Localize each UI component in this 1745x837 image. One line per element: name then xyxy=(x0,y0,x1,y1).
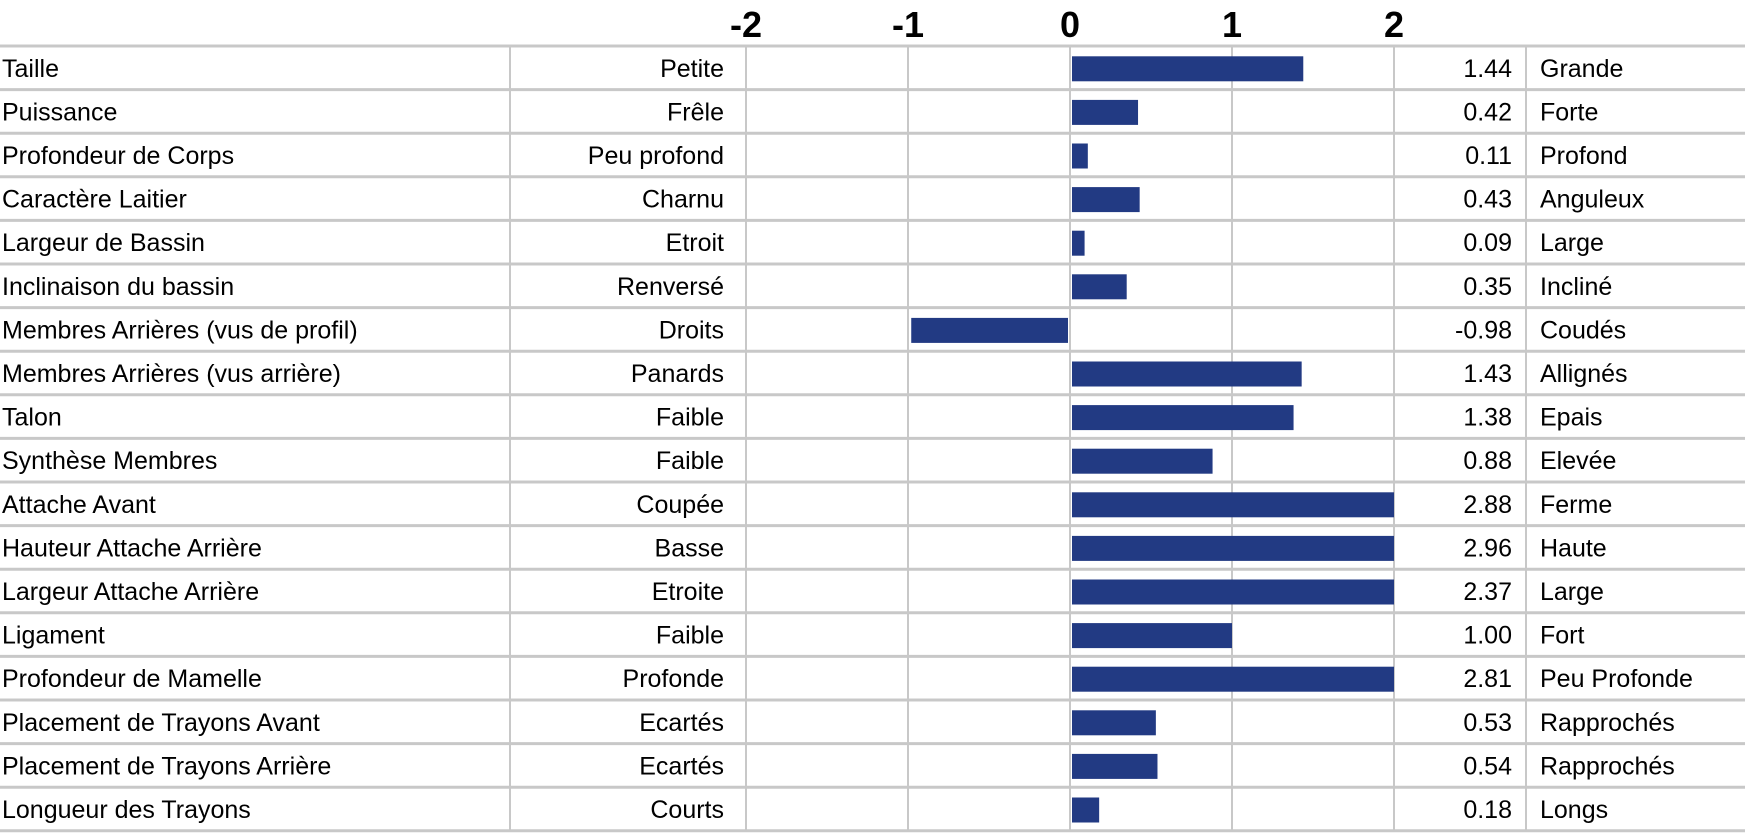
high-descriptor: Longs xyxy=(1540,796,1608,824)
trait-label: Caractère Laitier xyxy=(2,186,187,214)
trait-label: Hauteur Attache Arrière xyxy=(2,534,262,562)
value-label: 0.42 xyxy=(1463,98,1512,126)
high-descriptor: Grande xyxy=(1540,55,1623,83)
low-descriptor: Basse xyxy=(655,534,724,562)
value-label: 1.38 xyxy=(1463,404,1512,432)
bar xyxy=(1072,492,1394,518)
bar xyxy=(1072,405,1294,431)
grid xyxy=(0,44,1745,833)
trait-label: Placement de Trayons Arrière xyxy=(2,752,331,780)
high-descriptor: Haute xyxy=(1540,534,1607,562)
value-label: 0.11 xyxy=(1465,142,1512,170)
high-descriptor: Large xyxy=(1540,578,1604,606)
trait-label: Profondeur de Mamelle xyxy=(2,665,262,693)
high-descriptor: Coudés xyxy=(1540,316,1626,344)
low-descriptor: Charnu xyxy=(642,186,724,214)
high-descriptor: Ferme xyxy=(1540,491,1612,519)
low-descriptor: Frêle xyxy=(667,98,724,126)
value-label: 0.54 xyxy=(1463,752,1512,780)
x-tick-label: 2 xyxy=(1384,4,1404,45)
bar xyxy=(1072,797,1100,823)
x-tick-label: -2 xyxy=(730,4,762,45)
low-descriptor: Courts xyxy=(650,796,724,824)
trait-label: Attache Avant xyxy=(2,491,156,519)
trait-label: Membres Arrières (vus arrière) xyxy=(2,360,341,388)
low-descriptor: Faible xyxy=(656,447,724,475)
trait-label: Longueur des Trayons xyxy=(2,796,251,824)
value-label: 0.09 xyxy=(1463,229,1512,257)
low-descriptor: Etroite xyxy=(652,578,724,606)
value-label: 0.35 xyxy=(1463,273,1512,301)
bar xyxy=(1072,187,1140,213)
low-descriptor: Droits xyxy=(659,316,724,344)
trait-label: Inclinaison du bassin xyxy=(2,273,234,301)
labels: -2 -1 0 1 2 Taille Petite 1.44 Grande Puissance Fr… xyxy=(2,4,1693,824)
trait-label: Taille xyxy=(2,55,59,83)
high-descriptor: Rapprochés xyxy=(1540,752,1675,780)
trait-label: Placement de Trayons Avant xyxy=(2,709,320,737)
trait-label: Talon xyxy=(2,404,62,432)
bar xyxy=(1072,143,1088,169)
low-descriptor: Ecartés xyxy=(639,709,724,737)
trait-label: Ligament xyxy=(2,622,105,650)
bar xyxy=(1072,710,1156,736)
bar xyxy=(1072,274,1127,300)
value-label: 2.37 xyxy=(1463,578,1512,606)
bar xyxy=(1072,535,1394,561)
bar xyxy=(1072,753,1158,779)
trait-label: Profondeur de Corps xyxy=(2,142,234,170)
high-descriptor: Peu Profonde xyxy=(1540,665,1693,693)
high-descriptor: Allignés xyxy=(1540,360,1628,388)
high-descriptor: Incliné xyxy=(1540,273,1612,301)
high-descriptor: Epais xyxy=(1540,404,1603,432)
bar xyxy=(1072,448,1213,474)
high-descriptor: Large xyxy=(1540,229,1604,257)
value-label: 1.43 xyxy=(1463,360,1512,388)
bar xyxy=(1072,361,1302,387)
low-descriptor: Petite xyxy=(660,55,724,83)
x-tick-label: 1 xyxy=(1222,4,1242,45)
low-descriptor: Profonde xyxy=(623,665,724,693)
high-descriptor: Fort xyxy=(1540,622,1585,650)
value-label: 1.44 xyxy=(1463,55,1512,83)
trait-label: Membres Arrières (vus de profil) xyxy=(2,316,358,344)
low-descriptor: Etroit xyxy=(666,229,724,257)
low-descriptor: Panards xyxy=(631,360,724,388)
value-label: 2.88 xyxy=(1463,491,1512,519)
high-descriptor: Forte xyxy=(1540,98,1598,126)
bar xyxy=(1072,230,1085,256)
trait-label: Largeur Attache Arrière xyxy=(2,578,259,606)
value-label: 2.96 xyxy=(1463,534,1512,562)
x-tick-label: 0 xyxy=(1060,4,1080,45)
trait-label: Largeur de Bassin xyxy=(2,229,205,257)
bar xyxy=(1072,579,1394,605)
high-descriptor: Anguleux xyxy=(1540,186,1645,214)
value-label: 0.53 xyxy=(1463,709,1512,737)
low-descriptor: Peu profond xyxy=(588,142,724,170)
value-label: 0.43 xyxy=(1463,186,1512,214)
low-descriptor: Faible xyxy=(656,622,724,650)
bars xyxy=(911,56,1394,823)
low-descriptor: Renversé xyxy=(617,273,724,301)
low-descriptor: Faible xyxy=(656,404,724,432)
value-label: 2.81 xyxy=(1463,665,1512,693)
bar xyxy=(1072,56,1304,82)
high-descriptor: Profond xyxy=(1540,142,1628,170)
high-descriptor: Elevée xyxy=(1540,447,1616,475)
low-descriptor: Ecartés xyxy=(639,752,724,780)
low-descriptor: Coupée xyxy=(636,491,724,519)
value-label: -0.98 xyxy=(1455,316,1512,344)
value-label: 1.00 xyxy=(1463,622,1512,650)
trait-label: Synthèse Membres xyxy=(2,447,217,475)
value-label: 0.18 xyxy=(1463,796,1512,824)
trait-label: Puissance xyxy=(2,98,117,126)
bar xyxy=(1072,623,1232,649)
high-descriptor: Rapprochés xyxy=(1540,709,1675,737)
bar xyxy=(1072,99,1139,125)
value-label: 0.88 xyxy=(1463,447,1512,475)
bar xyxy=(911,317,1068,343)
bar xyxy=(1072,666,1394,692)
x-tick-label: -1 xyxy=(892,4,924,45)
